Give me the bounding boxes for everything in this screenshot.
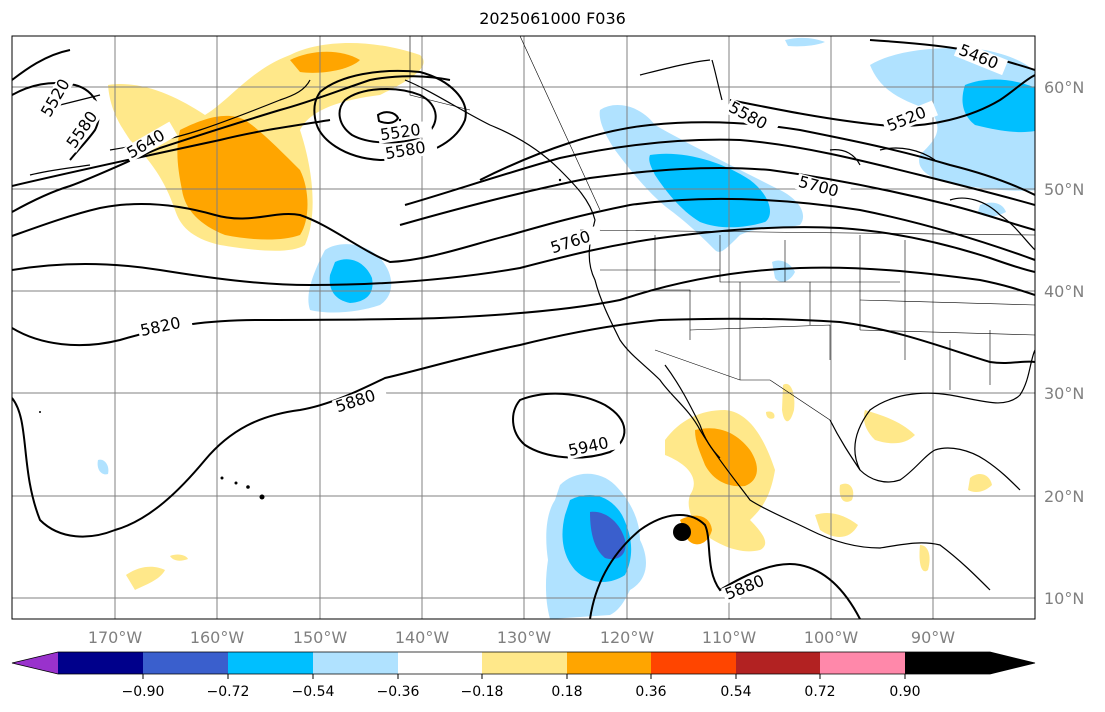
colorbar-segment-4 (313, 652, 398, 674)
lon-label-100w: 100°W (804, 628, 859, 647)
lat-label-60n: 60°N (1044, 78, 1084, 97)
lon-label-120w: 120°W (600, 628, 655, 647)
colorbar-segment-7 (567, 652, 651, 674)
lon-label-90w: 90°W (911, 628, 955, 647)
colorbar-tick-label: −0.18 (461, 684, 504, 700)
lat-label-50n: 50°N (1044, 180, 1084, 199)
colorbar-segment-3 (228, 652, 313, 674)
islands (39, 118, 562, 500)
lat-label-30n: 30°N (1044, 384, 1084, 403)
lon-label-150w: 150°W (293, 628, 348, 647)
colorbar-outline (11, 651, 1036, 675)
lon-label-110w: 110°W (702, 628, 757, 647)
colorbar-segment-min-extend (12, 652, 58, 674)
colorbar-tick-label: −0.90 (122, 684, 165, 700)
lon-label-140w: 140°W (395, 628, 450, 647)
lat-label-20n: 20°N (1044, 487, 1084, 506)
colorbar-segment-9 (736, 652, 820, 674)
colorbar-segment-10 (820, 652, 905, 674)
center-dot-marker (673, 523, 691, 541)
colorbar-segment-5 (398, 652, 482, 674)
map-title: 2025061000 F036 (479, 9, 626, 28)
colorbar-segment-1 (58, 652, 143, 674)
lon-label-160w: 160°W (190, 628, 245, 647)
graticule (12, 36, 1035, 619)
coastlines (29, 59, 1035, 591)
lat-label-40n: 40°N (1044, 282, 1084, 301)
longitude-labels: 170°W 160°W 150°W 140°W 130°W 120°W 110°… (88, 628, 955, 647)
lon-label-130w: 130°W (497, 628, 552, 647)
colorbar-tick-label: −0.72 (207, 684, 250, 700)
map-frame (11, 35, 1036, 620)
lon-label-170w: 170°W (88, 628, 143, 647)
colorbar-tick-label: 0.72 (804, 684, 835, 700)
colorbar-segment-6 (482, 652, 567, 674)
lat-label-10n: 10°N (1044, 589, 1084, 608)
colorbar-segment-8 (651, 652, 736, 674)
colorbar-tick-label: 0.18 (551, 684, 582, 700)
colorbar-tick-label: 0.54 (720, 684, 751, 700)
colorbar-tick-label: −0.36 (377, 684, 420, 700)
colorbar-tick-label: −0.54 (292, 684, 335, 700)
colorbar-tick-label: 0.90 (889, 684, 920, 700)
colorbar-ticks (142, 674, 906, 679)
colorbar: −0.90 −0.72 −0.54 −0.36 −0.18 0.18 0.36 … (11, 651, 1036, 700)
height-contours (12, 39, 1035, 619)
colorbar-segment-2 (143, 652, 228, 674)
colorbar-tick-label: 0.36 (635, 684, 666, 700)
latitude-labels: 60°N 50°N 40°N 30°N 20°N 10°N (1044, 78, 1084, 608)
colorbar-segment-max-extend (905, 652, 1035, 674)
